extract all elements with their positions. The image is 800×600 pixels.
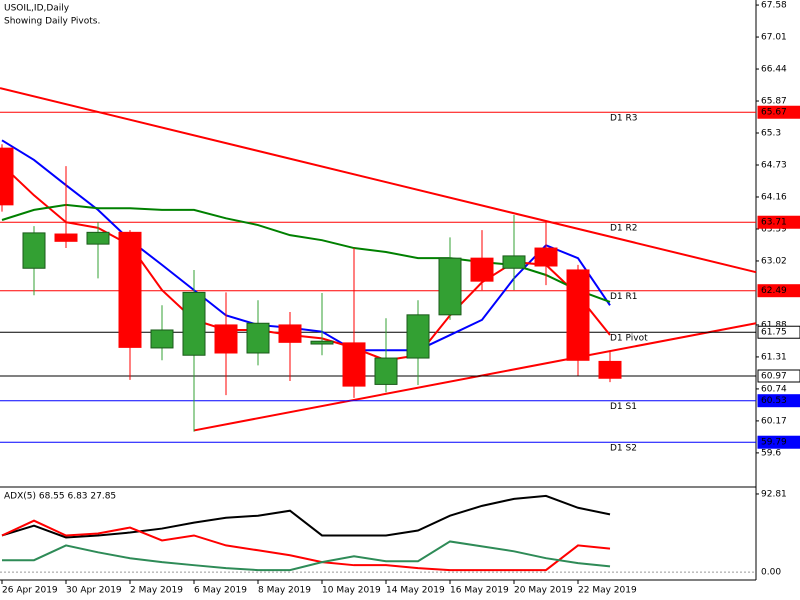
price-box [757, 105, 800, 119]
price-box-label: 63.71 [761, 218, 787, 228]
y-tick-label: 63.59 [761, 224, 787, 234]
y-tick-label: 67.01 [761, 33, 787, 43]
candle-body [374, 357, 398, 385]
pivot-level-label: D1 R1 [610, 292, 638, 302]
price-box [757, 215, 800, 229]
y-tick-label: 63.02 [761, 256, 787, 266]
price-box [757, 435, 800, 449]
candle-body [598, 360, 622, 379]
x-tick-label: 22 May 2019 [578, 586, 637, 596]
price-box [757, 284, 800, 298]
price-box-label: 60.53 [761, 396, 787, 406]
indicator-line [2, 540, 611, 572]
y-tick-label: 0.00 [761, 568, 781, 578]
chart-title: USOIL,ID,Daily [4, 4, 70, 14]
y-tick-label: 92.81 [761, 489, 787, 499]
x-tick-label: 14 May 2019 [386, 586, 445, 596]
y-tick-label: 65.3 [761, 129, 781, 139]
trendline [0, 87, 757, 274]
candle-body [214, 324, 238, 354]
pivot-level-label: D1 Pivot [610, 334, 648, 344]
moving-average [1, 139, 611, 352]
y-tick-label: 61.31 [761, 352, 787, 362]
candle-body [54, 233, 78, 242]
y-tick-label: 64.73 [761, 160, 787, 170]
x-tick-label: 2 May 2019 [130, 586, 183, 596]
candle-body [246, 322, 270, 354]
price-box-label: 61.75 [761, 328, 787, 338]
candle-body [470, 257, 494, 282]
pivot-level-label: D1 S1 [610, 402, 637, 412]
candle-body [150, 329, 174, 349]
y-tick-label: 59.6 [761, 448, 781, 458]
trendline [193, 322, 757, 432]
x-tick-label: 10 May 2019 [322, 586, 381, 596]
x-tick-label: 16 May 2019 [450, 586, 509, 596]
x-tick-label: 20 May 2019 [514, 586, 573, 596]
pivot-level-label: D1 R3 [610, 114, 638, 124]
x-tick-label: 8 May 2019 [258, 586, 311, 596]
candle-body [310, 340, 334, 345]
candle-body [438, 257, 462, 316]
indicator-line [1, 519, 611, 572]
candle-body [0, 147, 14, 206]
candle-body [534, 247, 558, 267]
candle-body [118, 231, 142, 348]
candle-body [502, 255, 526, 269]
pivot-level-label: D1 R2 [610, 224, 638, 234]
y-tick-label: 60.74 [761, 384, 787, 394]
price-box-label: 60.97 [761, 372, 787, 382]
price-box [757, 369, 800, 383]
y-tick-label: 67.58 [761, 1, 787, 11]
y-tick-label: 60.17 [761, 416, 787, 426]
x-tick-label: 26 Apr 2019 [2, 586, 58, 596]
candle-body [278, 324, 302, 343]
y-tick-label: 64.16 [761, 192, 787, 202]
price-box [757, 394, 800, 408]
indicator-line [1, 494, 611, 539]
candle-body [22, 232, 46, 269]
candle-body [182, 291, 206, 356]
candle-body [342, 342, 366, 387]
price-box-label: 65.67 [761, 108, 787, 118]
y-tick-label: 65.87 [761, 97, 787, 107]
x-tick-label: 6 May 2019 [194, 586, 247, 596]
y-tick-label: 66.44 [761, 65, 787, 75]
candle-body [566, 269, 590, 361]
x-tick-label: 30 Apr 2019 [66, 586, 122, 596]
candle-body [406, 314, 430, 359]
pivot-level-label: D1 S2 [610, 444, 637, 454]
price-box-label: 59.79 [761, 438, 787, 448]
candle-body [86, 231, 110, 245]
price-box [757, 325, 800, 339]
chart-subtitle: Showing Daily Pivots. [4, 17, 100, 27]
indicator-title: ADX(5) 68.55 6.83 27.85 [4, 492, 116, 502]
y-tick-label: 61.88 [761, 320, 787, 330]
price-box-label: 62.49 [761, 286, 787, 296]
